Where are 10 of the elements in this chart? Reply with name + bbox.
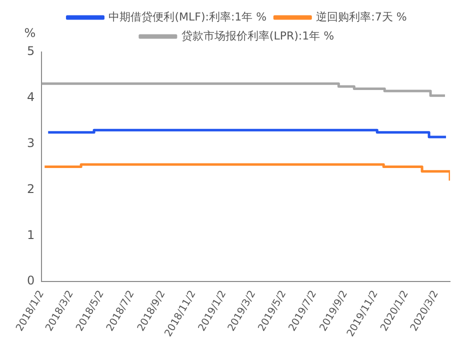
- y-tick-label: 0: [26, 274, 35, 288]
- y-tick-label: 5: [26, 44, 35, 58]
- y-tick-label: 1: [26, 228, 35, 242]
- legend-label: 逆回购利率:7天 %: [316, 10, 407, 24]
- y-tick-label: 2: [26, 182, 35, 196]
- legend-label: 贷款市场报价利率(LPR):1年 %: [181, 29, 334, 42]
- y-axis-title: %: [24, 26, 36, 40]
- legend-label: 中期借贷便利(MLF):利率:1年 %: [108, 10, 267, 24]
- y-tick-label: 3: [26, 136, 35, 150]
- y-tick-label: 4: [26, 90, 35, 104]
